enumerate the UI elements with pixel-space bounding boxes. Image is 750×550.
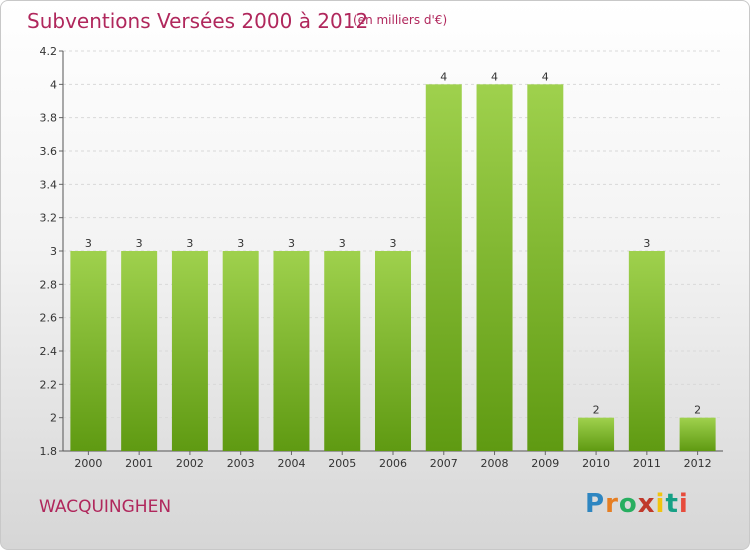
- x-tick-label: 2007: [430, 457, 458, 470]
- bar-2007: [425, 84, 462, 451]
- x-tick-label: 2011: [633, 457, 661, 470]
- data-label: 3: [186, 237, 193, 250]
- proxiti-logo: Proxiti: [585, 489, 689, 519]
- y-tick-label: 3: [50, 245, 57, 258]
- x-tick-label: 2009: [531, 457, 559, 470]
- data-label: 4: [542, 70, 549, 83]
- data-label: 3: [288, 237, 295, 250]
- logo-letter: i: [655, 489, 666, 519]
- x-tick-label: 2003: [227, 457, 255, 470]
- data-label: 3: [85, 237, 92, 250]
- logo-letter: i: [678, 489, 689, 519]
- logo-letter: P: [585, 489, 606, 519]
- x-tick-label: 2010: [582, 457, 610, 470]
- bar-2006: [375, 251, 411, 451]
- logo-letter: r: [605, 489, 619, 519]
- data-label: 4: [491, 70, 498, 83]
- y-tick-label: 2.8: [40, 278, 58, 291]
- bar-2004: [273, 251, 310, 451]
- y-tick-label: 1.8: [40, 445, 58, 458]
- bar-2001: [121, 251, 158, 451]
- labels: 1.8 2 2.2 2.4 2.6 2.8 3 3.2 3.4 3.6 3.8 4 4.2 3 2000 3 2…: [40, 45, 712, 470]
- bar-2010: [578, 417, 615, 451]
- y-tick-label: 3.4: [40, 178, 58, 191]
- data-label: 3: [643, 237, 650, 250]
- data-label: 4: [440, 70, 447, 83]
- bar-2003: [222, 251, 259, 451]
- unit-note: (en milliers d'€): [353, 13, 448, 27]
- y-tick-label: 2.4: [40, 345, 58, 358]
- bar-2011: [628, 251, 665, 451]
- chart-title: Subventions Versées 2000 à 2012: [27, 9, 369, 33]
- y-tick-label: 3.2: [40, 212, 58, 225]
- bars: [70, 84, 716, 451]
- data-label: 3: [136, 237, 143, 250]
- bar-2012: [679, 417, 716, 451]
- x-tick-label: 2006: [379, 457, 407, 470]
- bar-2005: [324, 251, 361, 451]
- y-tick-label: 3.8: [40, 112, 58, 125]
- x-tick-label: 2001: [125, 457, 153, 470]
- data-label: 3: [237, 237, 244, 250]
- bar-2008: [476, 84, 513, 451]
- y-tick-label: 4.2: [40, 45, 58, 58]
- x-tick-label: 2012: [684, 457, 712, 470]
- logo-letter: x: [637, 489, 656, 519]
- bar-2009: [527, 84, 564, 451]
- y-tick-label: 2: [50, 412, 57, 425]
- x-tick-label: 2005: [328, 457, 356, 470]
- y-tick-label: 4: [50, 78, 57, 91]
- x-tick-label: 2004: [277, 457, 305, 470]
- bar-2002: [171, 251, 208, 451]
- commune-name: WACQUINGHEN: [39, 497, 172, 517]
- y-tick-label: 3.6: [40, 145, 58, 158]
- x-tick-label: 2008: [481, 457, 509, 470]
- logo-letter: t: [665, 489, 679, 519]
- data-label: 2: [694, 404, 701, 417]
- bar-2000: [70, 251, 107, 451]
- data-label: 3: [390, 237, 397, 250]
- logo-letter: o: [618, 489, 638, 519]
- x-tick-label: 2000: [74, 457, 102, 470]
- data-label: 2: [593, 404, 600, 417]
- y-tick-label: 2.6: [40, 312, 58, 325]
- data-label: 3: [339, 237, 346, 250]
- y-tick-label: 2.2: [40, 378, 58, 391]
- x-tick-label: 2002: [176, 457, 204, 470]
